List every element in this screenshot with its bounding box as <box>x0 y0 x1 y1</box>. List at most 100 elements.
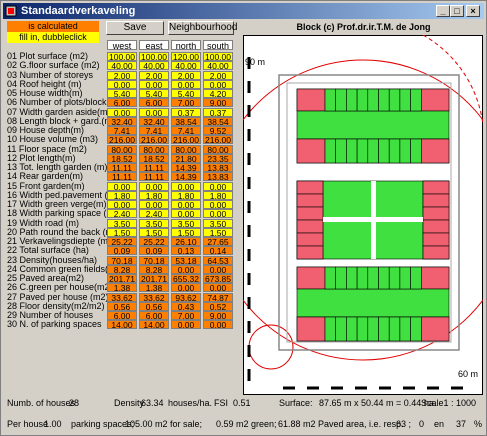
block-part <box>420 88 450 112</box>
block-part <box>399 88 411 112</box>
value-cell: 1.50 <box>171 227 201 237</box>
row-label: 25 Paved area(m2) <box>7 273 85 283</box>
value-cell: 216.00 <box>107 135 137 146</box>
value-cell: 2.00 <box>203 70 233 80</box>
value-cell: 655.32 <box>171 274 201 284</box>
value-cell: 13.83 <box>203 163 233 173</box>
value-cell: 0.00 <box>171 79 201 89</box>
value-cell: 0.00 <box>203 283 233 293</box>
neighbourhood-button[interactable]: Neighbourhood <box>168 21 238 35</box>
status-text: 63.34 <box>141 398 164 408</box>
app-icon <box>5 5 17 17</box>
value-cell: 6.00 <box>139 311 169 321</box>
value-cell: 14.39 <box>171 163 201 173</box>
value-cell: 3.50 <box>139 218 169 228</box>
row-label: 29 Number of houses <box>7 310 94 320</box>
value-cell: 2.00 <box>107 70 137 80</box>
block-part <box>324 316 336 342</box>
window-title: Standaardverkaveling <box>21 5 136 17</box>
value-cell: 40.00 <box>107 61 137 71</box>
block-part <box>422 232 450 247</box>
minimize-button[interactable]: _ <box>436 5 450 17</box>
block-part <box>356 316 369 342</box>
block-part <box>367 316 379 342</box>
value-cell: 0.00 <box>171 264 201 274</box>
value-cell: 14.00 <box>139 320 169 330</box>
value-cell: 0.09 <box>139 246 169 256</box>
drawing-title: Block (c) Prof.dr.ir.T.M. de Jong <box>296 22 431 32</box>
value-cell: 0.00 <box>203 181 233 191</box>
status-text: 28 <box>69 398 80 408</box>
value-cell: 0.00 <box>139 181 169 191</box>
value-cell: 3.50 <box>171 218 201 228</box>
row-label: 19 Width road (m) <box>7 217 80 228</box>
close-button[interactable]: × <box>466 5 480 17</box>
block-part <box>356 138 369 164</box>
value-cell: 80.00 <box>171 144 201 154</box>
value-cell: 0.56 <box>107 301 137 311</box>
row-label: 30 N. of parking spaces <box>7 319 102 330</box>
block-part <box>296 138 326 164</box>
block-part <box>296 180 324 195</box>
block-part <box>346 138 358 164</box>
value-cell: 5.40 <box>107 89 137 99</box>
status-text: parking spaces; <box>71 419 135 429</box>
block-part <box>422 180 450 195</box>
row-label: 18 Width parking space (m) <box>7 208 118 219</box>
row-label: 06 Number of plots/block <box>7 97 107 108</box>
value-cell: 32.40 <box>107 116 137 126</box>
value-cell: 6.00 <box>107 311 137 321</box>
block-part <box>410 138 422 164</box>
value-cell: 0.00 <box>203 209 233 219</box>
height-label: 90 m <box>245 57 265 67</box>
block-part <box>296 232 324 247</box>
value-cell: 2.00 <box>171 70 201 80</box>
block-part <box>388 88 401 112</box>
value-cell: 0.00 <box>203 264 233 274</box>
block-part <box>335 266 347 290</box>
block-part <box>296 266 326 290</box>
save-button[interactable]: Save <box>106 21 164 35</box>
block-part <box>420 138 450 164</box>
status-text: 61.88 m2 Paved area, i.e. resp. <box>278 419 404 429</box>
row-label: 20 Path round the back (m) <box>7 226 117 237</box>
value-cell: 0.00 <box>171 283 201 293</box>
block-part <box>420 266 450 290</box>
value-cell: 120.00 <box>171 52 201 62</box>
block-part <box>335 316 347 342</box>
value-cell: 673.85 <box>203 274 233 284</box>
row-label: 04 Roof height (m) <box>7 78 82 89</box>
value-cell: 1.50 <box>203 227 233 237</box>
radius-circle <box>243 59 483 361</box>
value-cell: 2.40 <box>139 209 169 219</box>
row-label: 17 Width green verge(m) <box>7 199 107 209</box>
block-part <box>410 316 422 342</box>
row-label: 12 Plot length(m) <box>7 152 76 163</box>
value-cell: 5.40 <box>171 89 201 99</box>
block-part <box>296 110 450 140</box>
value-cell: 8.28 <box>107 264 137 274</box>
value-cell: 27.65 <box>203 237 233 247</box>
maximize-button[interactable]: □ <box>450 5 464 17</box>
legend-calculated: is calculated <box>7 21 99 32</box>
block-part <box>388 316 401 342</box>
column-header: west <box>107 40 137 51</box>
block-part <box>356 266 369 290</box>
value-cell: 0.00 <box>107 79 137 89</box>
value-cell: 40.00 <box>139 61 169 71</box>
value-cell: 70.18 <box>139 255 169 265</box>
status-text: 0.59 m2 green; <box>216 419 277 429</box>
value-cell: 0.56 <box>139 301 169 311</box>
block-part <box>422 245 450 260</box>
row-label: 15 Front garden(m) <box>7 180 85 191</box>
value-cell: 7.41 <box>107 126 137 136</box>
block-part <box>324 266 336 290</box>
block-part <box>367 88 379 112</box>
value-cell: 40.00 <box>171 61 201 71</box>
block-part <box>422 193 450 208</box>
value-cell: 18.52 <box>139 153 169 163</box>
status-text: 0.51 <box>233 398 251 408</box>
value-cell: 0.00 <box>171 200 201 210</box>
value-cell: 0.37 <box>171 107 201 117</box>
row-label: 24 Common green fields(m2) <box>7 263 124 274</box>
